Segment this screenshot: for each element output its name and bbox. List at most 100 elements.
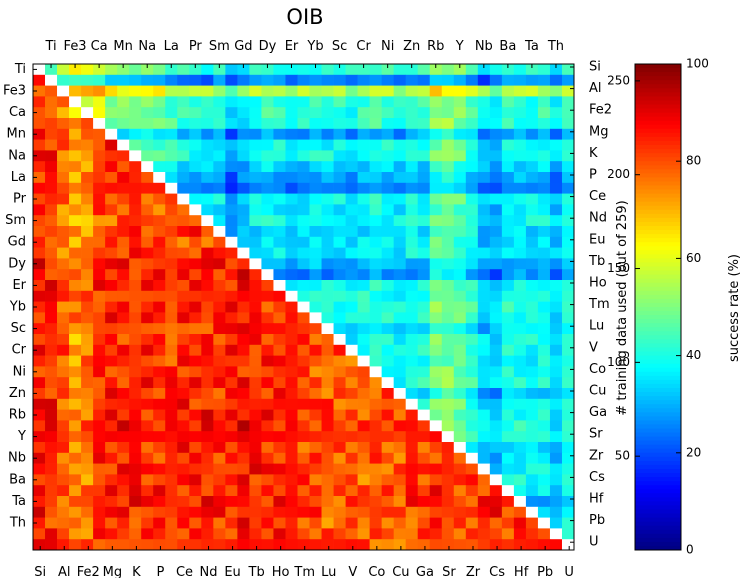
heatmap-cell: [501, 398, 515, 410]
heatmap-cell: [357, 312, 370, 324]
heatmap-cell: [261, 388, 274, 400]
heatmap-cell: [297, 377, 310, 389]
heatmap-cell: [273, 301, 286, 313]
heatmap-cell: [237, 161, 250, 173]
heatmap-cell: [33, 528, 46, 540]
heatmap-cell: [261, 139, 274, 151]
heatmap-cell: [285, 409, 298, 421]
heatmap-cell: [165, 215, 178, 227]
heatmap-cell: [189, 74, 202, 86]
heatmap-cell: [201, 420, 214, 432]
heatmap-cell: [309, 290, 322, 302]
top-axis-label: Ti: [44, 39, 56, 54]
heatmap-cell: [537, 366, 551, 378]
heatmap-cell: [165, 528, 178, 540]
heatmap-cell: [117, 463, 130, 475]
heatmap-cell: [297, 161, 310, 173]
heatmap-cell: [177, 377, 190, 389]
heatmap-cell: [537, 161, 551, 173]
heatmap-cell: [333, 247, 346, 259]
heatmap-cell: [321, 118, 334, 130]
heatmap-cell: [441, 161, 455, 173]
heatmap-cell: [333, 182, 346, 194]
heatmap-cell: [333, 539, 346, 551]
heatmap-cell: [117, 247, 130, 259]
heatmap-cell: [465, 96, 479, 108]
heatmap-cell: [321, 366, 334, 378]
heatmap-cell: [129, 474, 142, 486]
heatmap-cell: [405, 442, 419, 454]
heatmap-cell: [45, 452, 58, 464]
heatmap-cell: [117, 226, 130, 238]
heatmap-cell: [369, 236, 382, 248]
heatmap-cell: [81, 442, 94, 454]
heatmap-cell: [489, 64, 503, 76]
colorbar-segment: [635, 124, 681, 130]
heatmap-cell: [369, 85, 382, 97]
heatmap-cell: [93, 517, 106, 529]
heatmap-cell: [549, 226, 563, 238]
heatmap-cell: [237, 312, 250, 324]
heatmap-cell: [489, 496, 503, 508]
heatmap-cell: [477, 215, 491, 227]
heatmap-cell: [417, 355, 431, 367]
heatmap-cell: [261, 398, 274, 410]
heatmap-cell: [525, 290, 539, 302]
heatmap-cell: [441, 64, 455, 76]
top-axis: Ti Fe3 Ca Mn Na La Pr Sm Gd Dy Er Yb Sc Cr Ni Zn Rb Y Nb Ba…: [44, 39, 564, 68]
heatmap-cell: [201, 161, 214, 173]
heatmap-cell: [525, 409, 539, 421]
heatmap-cell: [201, 355, 214, 367]
heatmap-cell: [345, 301, 358, 313]
right-axis-label: Cs: [589, 470, 605, 485]
heatmap-cell: [117, 204, 130, 216]
colorbar-segment: [635, 88, 681, 93]
top-axis-label: Pr: [189, 39, 203, 54]
bottom-axis-label: Nd: [200, 565, 218, 578]
heatmap-cell: [117, 96, 130, 108]
heatmap-cell: [549, 96, 563, 108]
heatmap-cell: [321, 139, 334, 151]
heatmap-cell: [93, 85, 106, 97]
heatmap-cell: [417, 236, 431, 248]
heatmap-cell: [549, 247, 563, 259]
heatmap-cell: [453, 96, 467, 108]
heatmap-cell: [129, 85, 142, 97]
heatmap-cell: [549, 323, 563, 335]
colorbar-left-tick-label: 150: [607, 261, 630, 275]
heatmap-cell: [165, 269, 178, 281]
heatmap-cell: [165, 161, 178, 173]
heatmap-cell: [513, 290, 527, 302]
heatmap-cell: [381, 344, 395, 356]
heatmap-cell: [225, 85, 238, 97]
heatmap-cell: [441, 377, 455, 389]
heatmap-cell: [501, 226, 515, 238]
heatmap-cell: [237, 323, 250, 335]
heatmap-cell: [225, 301, 238, 313]
heatmap-cell: [105, 280, 118, 292]
heatmap-cell: [189, 398, 202, 410]
heatmap-cell: [105, 539, 118, 551]
heatmap-cell: [429, 226, 443, 238]
heatmap-cell: [405, 150, 419, 162]
colorbar-segment: [635, 383, 681, 389]
colorbar-segment: [635, 497, 681, 502]
heatmap-cell: [261, 485, 274, 497]
heatmap-cell: [525, 334, 539, 346]
heatmap-cell: [405, 377, 419, 389]
heatmap-cell: [177, 193, 190, 205]
heatmap-cell: [117, 85, 130, 97]
right-axis-label: K: [589, 146, 598, 161]
heatmap-cell: [129, 204, 142, 216]
heatmap-cell: [33, 496, 46, 508]
colorbar-right-tick-label: 40: [686, 348, 701, 362]
heatmap-cell: [453, 366, 467, 378]
left-axis-label: Th: [9, 516, 26, 531]
heatmap-cell: [201, 463, 214, 475]
heatmap-cell: [225, 150, 238, 162]
heatmap-cell: [57, 280, 70, 292]
heatmap-cell: [93, 355, 106, 367]
colorbar-segment: [635, 254, 681, 259]
heatmap-cell: [525, 431, 539, 443]
heatmap-cell: [117, 344, 130, 356]
